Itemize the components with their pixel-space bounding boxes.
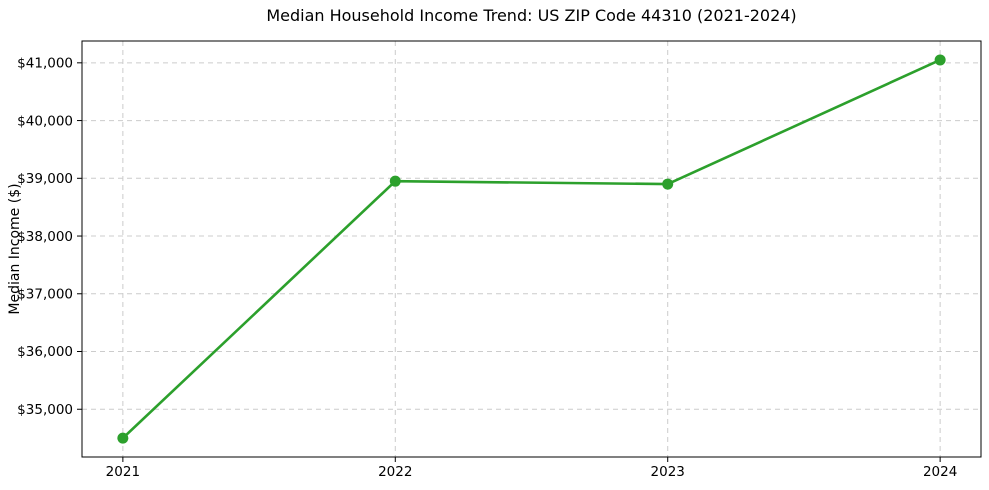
plot-border: [81, 40, 982, 458]
data-point-2022: [389, 175, 401, 187]
x-tick-label: 2022: [378, 464, 412, 480]
y-axis-label: Median Income ($): [7, 183, 23, 315]
chart-title: Median Household Income Trend: US ZIP Co…: [266, 6, 797, 25]
y-tick-label: $41,000: [17, 56, 73, 72]
x-tick-label: 2023: [651, 464, 685, 480]
data-point-2024: [934, 54, 946, 66]
y-tick-label: $40,000: [17, 113, 73, 129]
y-tick-label: $39,000: [17, 171, 73, 187]
y-tick-label: $37,000: [17, 287, 73, 303]
data-point-2023: [662, 178, 674, 190]
x-tick-label: 2021: [106, 464, 140, 480]
x-tick-label: 2024: [923, 464, 957, 480]
trend-line: [121, 58, 942, 440]
y-tick-label: $35,000: [17, 402, 73, 418]
y-tick-label: $38,000: [17, 229, 73, 245]
y-tick-label: $36,000: [17, 344, 73, 360]
data-point-2021: [117, 432, 129, 444]
